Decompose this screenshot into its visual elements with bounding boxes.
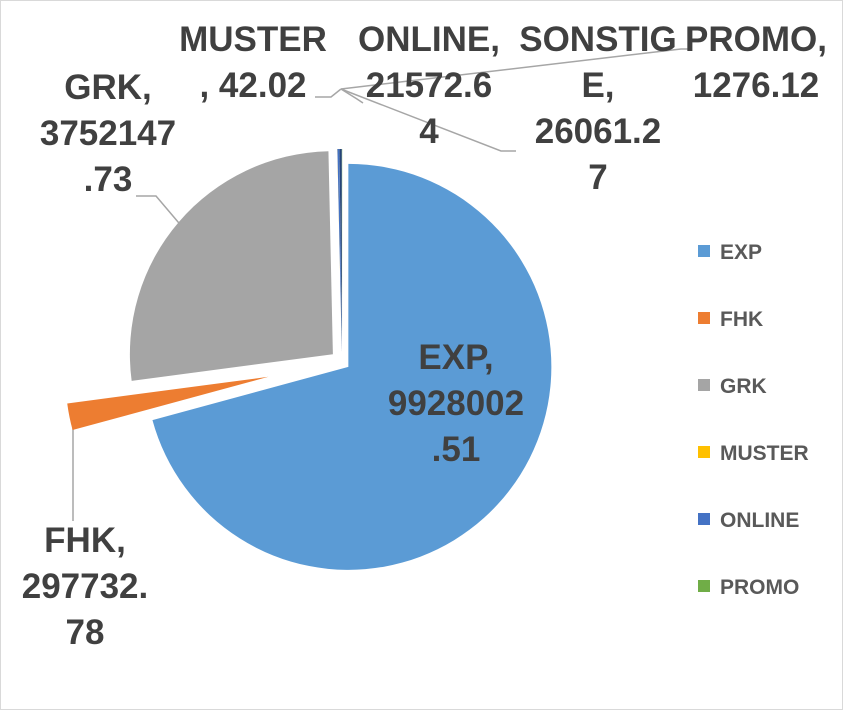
legend: EXP FHK GRK MUSTER ONLINE PROMO [698,241,809,599]
legend-swatch-grk [698,379,710,391]
legend-swatch-exp [698,245,710,257]
legend-swatch-promo [698,580,710,592]
legend-label-muster: MUSTER [720,442,809,465]
legend-label-grk: GRK [720,375,767,398]
legend-label-fhk: FHK [720,308,763,331]
leader-line-muster [315,89,341,97]
data-label-fhk: FHK,297732.78 [22,521,149,652]
leader-line-grk [136,196,184,229]
data-label-muster: MUSTER, 42.02 [179,20,327,105]
legend-swatch-muster [698,446,710,458]
legend-label-exp: EXP [720,241,762,264]
pie-slice-grk [130,151,333,381]
legend-label-promo: PROMO [720,576,799,599]
legend-swatch-fhk [698,312,710,324]
data-label-grk: GRK,3752147.73 [40,68,176,199]
legend-swatch-online [698,513,710,525]
data-label-promo: PROMO,1276.12 [685,20,827,105]
legend-label-online: ONLINE [720,509,799,532]
